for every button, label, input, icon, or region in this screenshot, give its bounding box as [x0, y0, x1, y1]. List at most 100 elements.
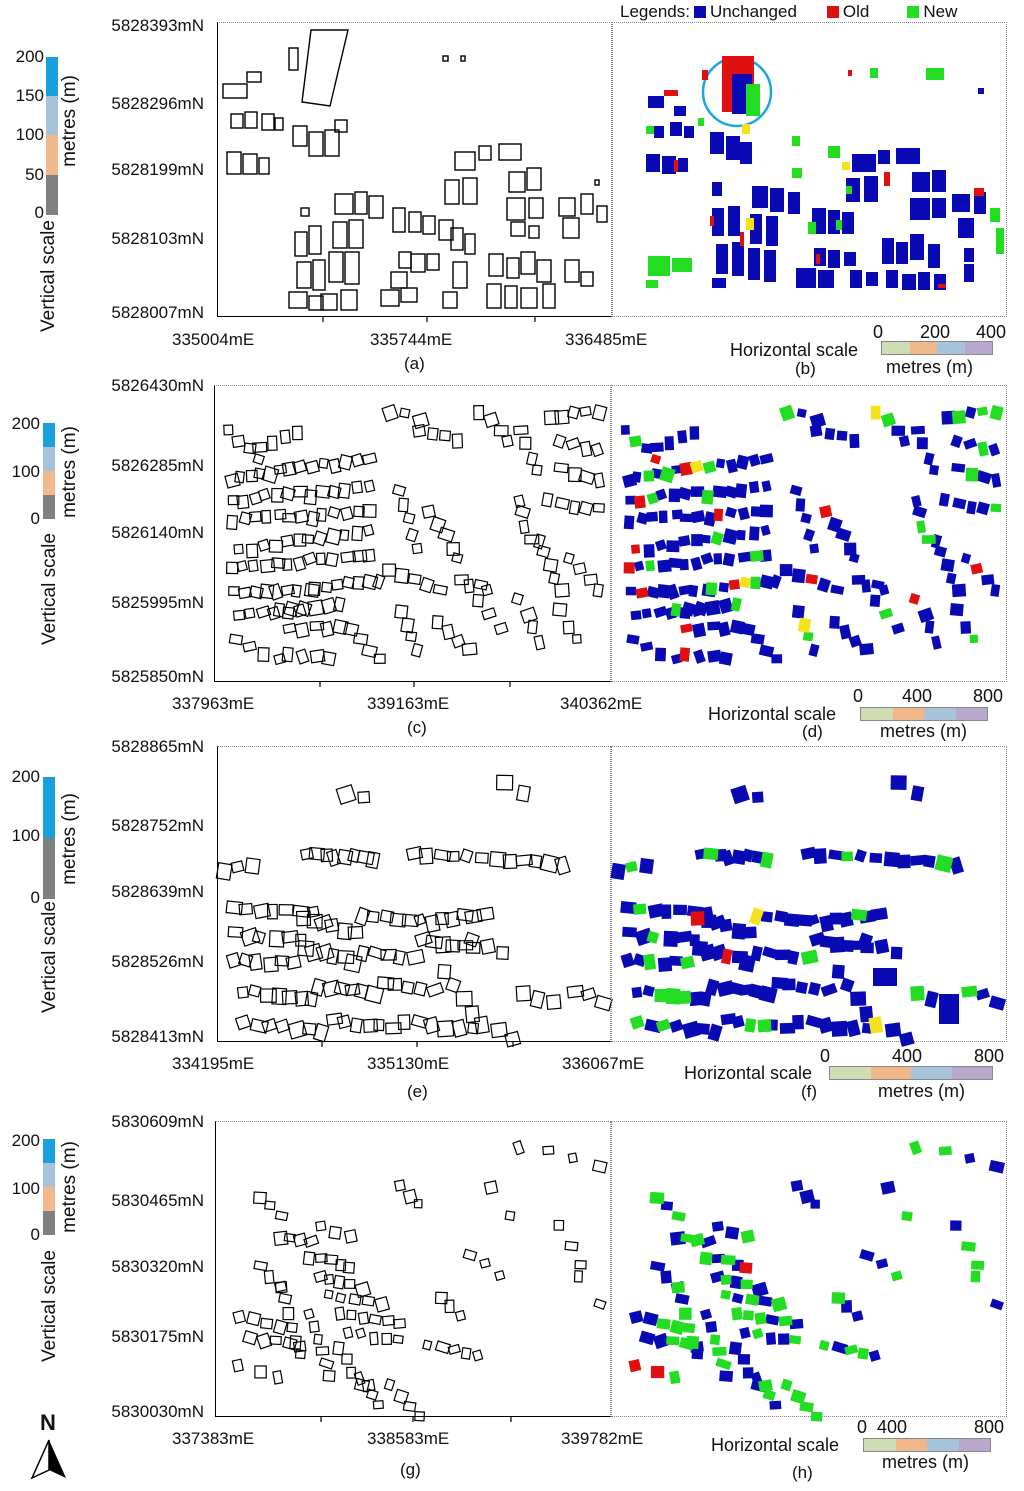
outline-buildings-g — [231, 1139, 608, 1422]
legend-title: Legends: — [620, 2, 690, 21]
horizontal-scale-bar — [863, 1438, 991, 1452]
vertical-scale-label: Vertical scale — [39, 533, 60, 645]
change-map-b — [612, 22, 1007, 317]
hs-tick: 800 — [973, 686, 1004, 706]
y-label: 5828199mN — [111, 160, 204, 179]
x-label: 334195mE — [172, 1054, 255, 1073]
hs-tick: 400 — [902, 686, 933, 706]
y-label: 5828526mN — [111, 952, 204, 971]
vs-tick: 200 — [11, 1131, 40, 1150]
vs-tick: 150 — [15, 86, 44, 105]
vs-tick: 100 — [11, 826, 40, 845]
change-map-f — [611, 746, 1007, 1042]
caption-e: (e) — [407, 1082, 428, 1101]
change-buildings-h — [628, 1140, 1006, 1422]
north-label: N — [40, 1410, 56, 1435]
vertical-scale-bar — [43, 423, 55, 519]
x-label: 335130mE — [367, 1054, 450, 1073]
vs-tick: 200 — [11, 414, 40, 433]
vertical-scale-label: Vertical scale — [39, 901, 60, 1013]
change-map-d — [611, 385, 1007, 682]
caption-d: (d) — [802, 722, 823, 741]
horizontal-scale-bar — [881, 341, 993, 355]
metres-label: metres (m) — [59, 793, 80, 885]
vs-tick: 0 — [34, 203, 44, 222]
x-axis-ticks-e — [321, 1041, 514, 1047]
hs-tick: 0 — [820, 1046, 831, 1066]
legend-swatch-unchanged — [693, 6, 706, 18]
y-label: 5826285mN — [111, 456, 204, 475]
vs-tick: 100 — [11, 1179, 40, 1198]
horizontal-scale-bar — [860, 707, 988, 721]
change-map-h — [611, 1121, 1007, 1417]
vs-tick: 0 — [30, 1225, 40, 1244]
vs-tick: 100 — [15, 125, 44, 144]
legend: Legends: Unchanged Old New — [620, 2, 957, 22]
y-label: 5830465mN — [111, 1191, 204, 1210]
hs-tick: 800 — [974, 1046, 1005, 1066]
metres-label-h: metres (m) — [886, 357, 973, 377]
vs-tick: 0 — [30, 888, 40, 907]
caption-f: (f) — [801, 1082, 818, 1101]
vs-tick: 50 — [25, 165, 44, 184]
x-label: 339782mE — [561, 1429, 644, 1448]
legend-swatch-new — [907, 6, 920, 18]
vs-tick: 100 — [11, 462, 40, 481]
x-label: 336485mE — [565, 330, 648, 349]
outline-buildings-a — [222, 29, 608, 311]
y-label: 5826140mN — [111, 523, 204, 542]
x-axis-ticks-g — [320, 1416, 512, 1422]
hs-tick: 0 — [873, 322, 884, 342]
x-label: 338583mE — [367, 1429, 450, 1448]
change-buildings-f — [610, 775, 1007, 1047]
x-label: 336067mE — [562, 1054, 645, 1073]
metres-label: metres (m) — [59, 426, 80, 518]
caption-b: (b) — [795, 359, 816, 378]
vertical-scale-bar — [43, 1139, 55, 1235]
horizontal-scale-bar — [829, 1066, 993, 1080]
hs-tick: 800 — [974, 1417, 1005, 1437]
horizontal-scale-label: Horizontal scale — [708, 704, 837, 724]
legend-label-old: Old — [842, 2, 870, 21]
x-axis-ticks-c — [319, 681, 511, 687]
y-label: 5828296mN — [111, 94, 204, 113]
y-label: 5828413mN — [111, 1027, 204, 1046]
y-label: 5828007mN — [111, 303, 204, 322]
y-label: 5830030mN — [111, 1402, 204, 1421]
legend-label-new: New — [923, 2, 958, 21]
horizontal-scale-label: Horizontal scale — [730, 340, 859, 360]
hs-tick: 400 — [892, 1046, 923, 1066]
outline-buildings-e — [215, 774, 613, 1048]
y-label: 5826430mN — [111, 376, 204, 395]
x-label: 335004mE — [172, 330, 255, 349]
x-label: 340362mE — [560, 694, 643, 713]
vs-tick: 0 — [30, 509, 40, 528]
vertical-scale-label: Vertical scale — [38, 220, 59, 332]
vertical-scale-bar — [46, 57, 58, 215]
x-axis-ticks-a — [322, 316, 536, 322]
north-arrow-icon — [30, 1439, 66, 1480]
hs-tick: 200 — [920, 322, 951, 342]
y-label: 5830175mN — [111, 1327, 204, 1346]
metres-label: metres (m) — [59, 1141, 80, 1233]
vs-tick: 200 — [11, 767, 40, 786]
outline-map-e — [217, 746, 611, 1042]
x-label: 337383mE — [172, 1429, 255, 1448]
legend-swatch-old — [826, 6, 839, 18]
hs-tick: 400 — [877, 1417, 908, 1437]
outline-map-a — [217, 22, 612, 317]
horizontal-scale-label: Horizontal scale — [711, 1435, 840, 1455]
metres-label-h: metres (m) — [882, 1452, 969, 1472]
hs-tick: 400 — [976, 322, 1007, 342]
y-label: 5830609mN — [111, 1112, 204, 1131]
y-label: 5828639mN — [111, 882, 204, 901]
x-label: 339163mE — [367, 694, 450, 713]
x-label: 335744mE — [370, 330, 453, 349]
caption-c: (c) — [407, 718, 427, 737]
caption-a: (a) — [404, 354, 425, 373]
vertical-scale-bar — [43, 777, 55, 899]
change-buildings-b — [646, 56, 1004, 290]
horizontal-scale-label: Horizontal scale — [684, 1063, 813, 1083]
hs-tick: 0 — [853, 686, 864, 706]
y-label: 5828752mN — [111, 816, 204, 835]
